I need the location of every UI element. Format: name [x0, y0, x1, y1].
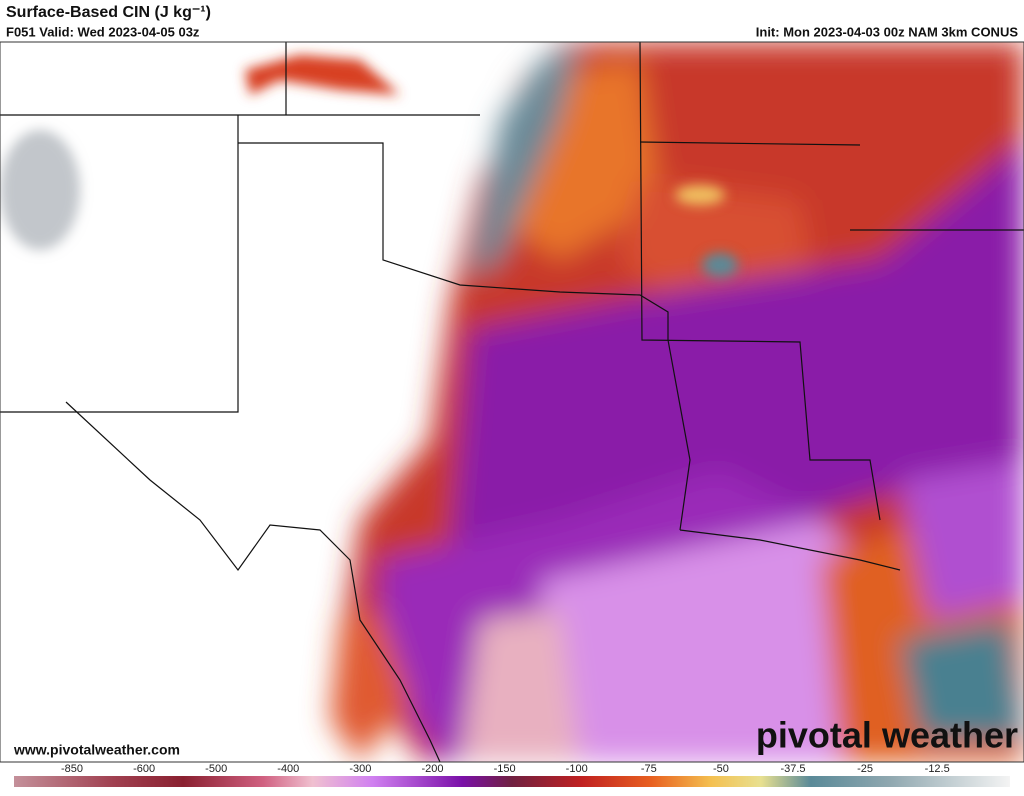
colorbar-tick-label: -600 — [133, 763, 155, 775]
site-url: www.pivotalweather.com — [13, 742, 180, 758]
colorbar-tick-label: -200 — [421, 763, 443, 775]
colorbar-tick-label: -12.5 — [925, 763, 950, 775]
brand-watermark: pivotal weather — [756, 715, 1018, 756]
colorbar-tick-label: -25 — [857, 763, 873, 775]
valid-time: F051 Valid: Wed 2023-04-05 03z — [6, 24, 200, 39]
init-time: Init: Mon 2023-04-03 00z NAM 3km CONUS — [756, 24, 1019, 39]
state-borders — [0, 42, 1024, 762]
map-frame — [0, 41, 1024, 763]
colorbar-ticks: -850 -600 -500 -400 -300 -200 -150 -100 -75 -50 -3… — [61, 763, 950, 775]
colorbar-tick-label: -150 — [494, 763, 516, 775]
colorbar-tick-label: -75 — [641, 763, 657, 775]
colorbar-tick-label: -850 — [61, 763, 83, 775]
colorbar-tick-label: -400 — [277, 763, 299, 775]
colorbar-tick-label: -300 — [349, 763, 371, 775]
colorbar-tick-label: -500 — [205, 763, 227, 775]
cin-field — [0, 42, 1024, 762]
colorbar-tick-label: -50 — [713, 763, 729, 775]
colorbar-tick-label: -37.5 — [780, 763, 805, 775]
colorbar-tick-label: -100 — [566, 763, 588, 775]
map-title: Surface-Based CIN (J kg⁻¹) — [6, 4, 211, 21]
colorbar — [14, 776, 1010, 787]
